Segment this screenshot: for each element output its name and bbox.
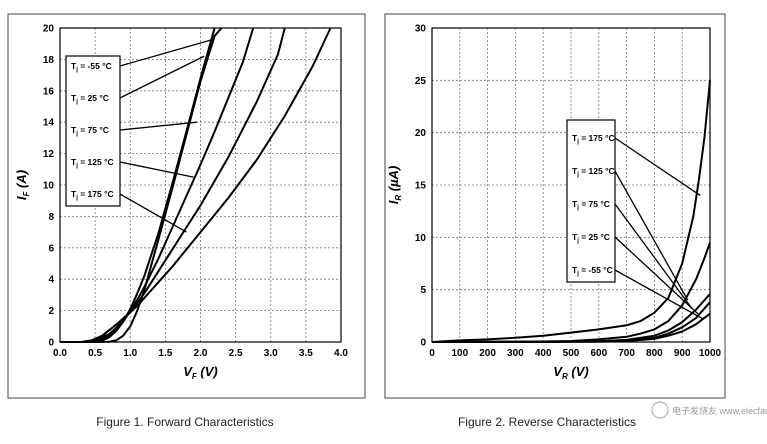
series-line-4 <box>431 312 711 343</box>
figure-1-frame <box>7 13 366 399</box>
legend-leader-2 <box>614 203 693 309</box>
y-tick-label: 10 <box>43 181 55 192</box>
x-tick-label: 800 <box>646 348 663 359</box>
y-tick-label: 14 <box>43 118 55 129</box>
watermark: 电子发烧友 www.elecfans.com <box>651 401 767 419</box>
x-axis-title: VF (V) <box>183 364 218 381</box>
x-tick-label: 100 <box>451 348 468 359</box>
legend-entry-4: Tj = 175 °C <box>71 189 114 201</box>
x-tick-label: 0.5 <box>88 348 102 359</box>
x-tick-label: 1000 <box>699 348 722 359</box>
y-tick-label: 12 <box>43 149 55 160</box>
x-tick-label: 500 <box>563 348 580 359</box>
figure-1-caption: Figure 1. Forward Characteristics <box>96 415 273 429</box>
y-tick-label: 5 <box>420 285 426 296</box>
y-tick-label: 8 <box>48 212 54 223</box>
y-tick-label: 18 <box>43 55 55 66</box>
y-tick-label: 6 <box>48 243 54 254</box>
x-tick-label: 1.0 <box>123 348 137 359</box>
y-axis-title: IR (µA) <box>386 166 403 205</box>
legend-entry-0: Tj = -55 °C <box>71 61 112 73</box>
x-tick-label: 2.0 <box>194 348 208 359</box>
y-tick-label: 20 <box>415 128 427 139</box>
series-line-2 <box>60 27 255 343</box>
forward-characteristics-chart: 0.0 0.5 1.0 1.5 2.0 2.5 3.0 3.5 4.0 0 2 4 6 8 10 12 14 16… <box>14 24 348 382</box>
legend-leader-2 <box>119 121 198 131</box>
plot-area-border <box>59 27 342 343</box>
legend-leader-4 <box>119 193 187 233</box>
y-tick-label: 15 <box>415 181 427 192</box>
series-line-1 <box>60 27 216 343</box>
x-tick-label: 200 <box>479 348 496 359</box>
y-tick-label: 20 <box>43 24 55 35</box>
legend-leader-0 <box>614 137 701 197</box>
y-tick-label: 30 <box>415 24 427 35</box>
legend-leader-3 <box>614 236 700 316</box>
x-tick-label: 4.0 <box>334 348 348 359</box>
x-tick-label: 2.5 <box>229 348 243 359</box>
legend-entry-2: Tj = 75 °C <box>572 199 610 211</box>
legend-entry-3: Tj = 125 °C <box>71 157 114 169</box>
legend-leader-0 <box>119 38 215 67</box>
legend-leader-3 <box>119 161 194 178</box>
series-line-4 <box>60 27 332 343</box>
legend-entry-0: Tj = 175 °C <box>572 133 615 145</box>
legend-entry-3: Tj = 25 °C <box>572 232 610 244</box>
series-line-0 <box>431 80 711 343</box>
legend-box <box>566 119 616 283</box>
figure-2-caption: Figure 2. Reverse Characteristics <box>458 415 636 429</box>
legend-box <box>65 55 121 207</box>
x-tick-label: 600 <box>590 348 607 359</box>
watermark-text: 电子发烧友 www.elecfans.com <box>672 405 767 416</box>
x-tick-label: 0 <box>429 348 435 359</box>
x-axis-title: VR (V) <box>553 364 588 381</box>
y-axis-title: IF (A) <box>14 170 31 200</box>
legend-leader-1 <box>119 55 205 99</box>
y-tick-label: 0 <box>48 338 54 349</box>
x-tick-label: 0.0 <box>53 348 67 359</box>
legend-leader-1 <box>614 170 689 301</box>
legend-leader-4 <box>614 269 704 320</box>
reverse-characteristics-chart: 0 100 200 300 400 500 600 700 800 900 1000 0 5 10 15 20… <box>386 24 722 382</box>
x-tick-label: 400 <box>535 348 552 359</box>
x-tick-label: 900 <box>674 348 691 359</box>
y-tick-label: 2 <box>48 306 54 317</box>
x-tick-label: 3.0 <box>264 348 278 359</box>
watermark-logo-icon <box>651 401 669 419</box>
x-tick-label: 300 <box>507 348 524 359</box>
y-tick-label: 0 <box>420 338 426 349</box>
legend-entry-1: Tj = 125 °C <box>572 166 615 178</box>
legend-entry-2: Tj = 75 °C <box>71 125 109 137</box>
x-tick-label: 700 <box>618 348 635 359</box>
y-tick-label: 16 <box>43 86 55 97</box>
y-tick-label: 4 <box>48 275 54 286</box>
y-tick-label: 25 <box>415 76 427 87</box>
series-line-3 <box>60 27 286 343</box>
legend-entry-1: Tj = 25 °C <box>71 93 109 105</box>
x-tick-label: 3.5 <box>299 348 313 359</box>
legend-entry-4: Tj = -55 °C <box>572 265 613 277</box>
y-tick-label: 10 <box>415 233 427 244</box>
x-tick-label: 1.5 <box>158 348 172 359</box>
